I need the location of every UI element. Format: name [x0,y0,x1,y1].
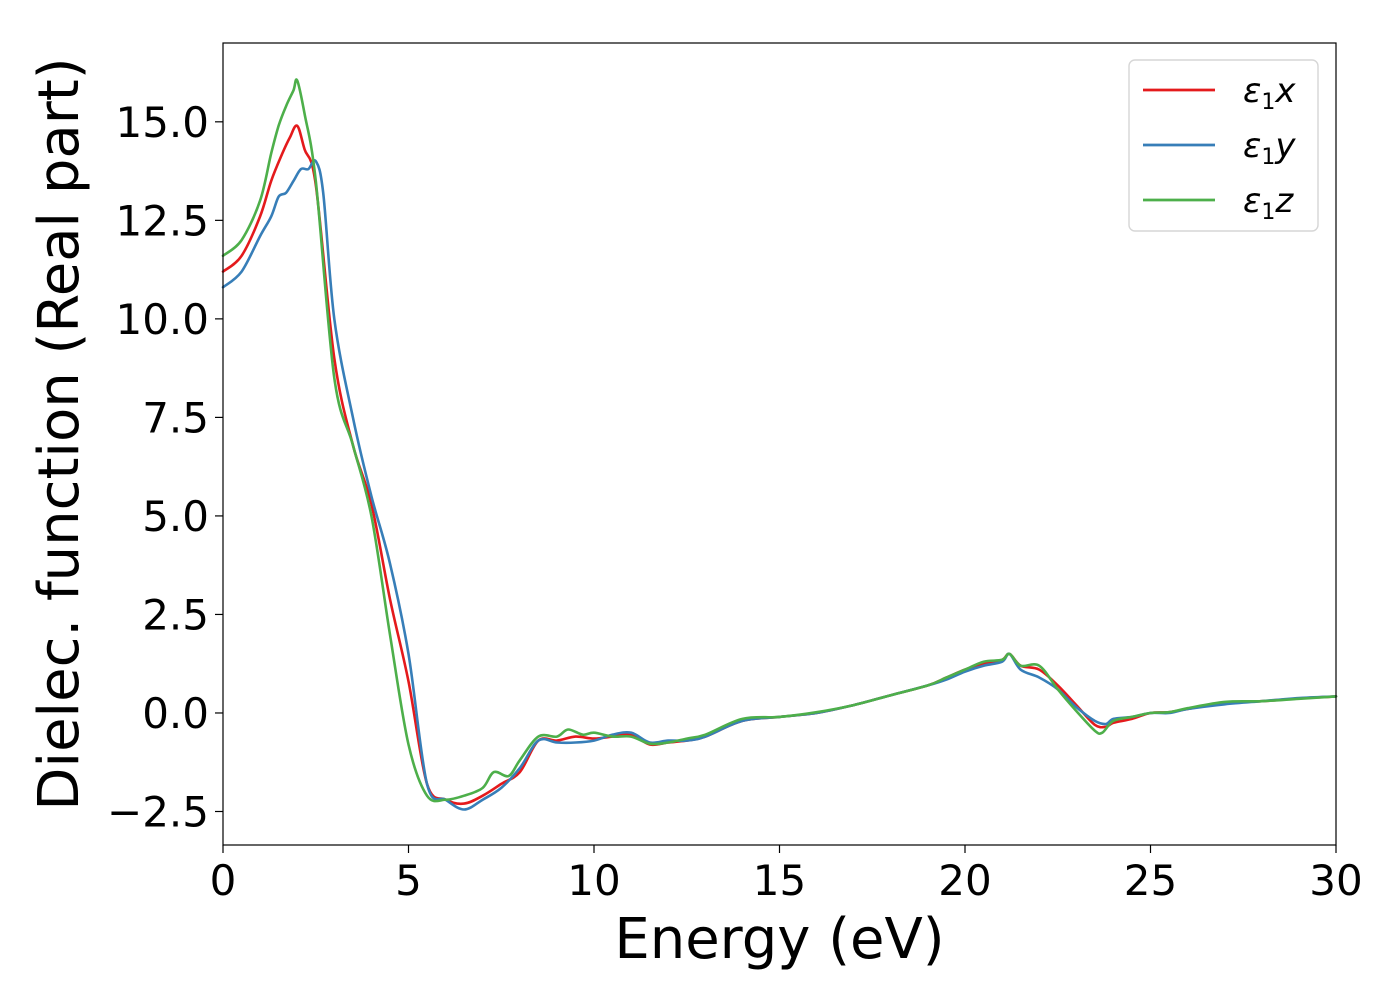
y-axis-title: Dielec. function (Real part) [27,57,92,810]
x-axis: 0 5 10 15 20 25 30 [210,845,1363,905]
x-tick-label: 0 [210,856,237,905]
x-tick-label: 30 [1309,856,1362,905]
y-tick-label: 7.5 [142,393,209,442]
y-tick-label: 5.0 [142,492,209,541]
legend-label-y: ε1y [1243,126,1296,170]
x-tick-label: 5 [395,856,422,905]
x-tick-label: 25 [1124,856,1177,905]
x-tick-label: 20 [938,856,991,905]
x-axis-title: Energy (eV) [614,907,944,972]
legend-box [1128,59,1319,232]
y-tick-label: 15.0 [115,98,209,147]
legend: ε1x ε1y ε1z [1128,59,1319,232]
series-line-y [221,159,1338,811]
y-tick-label: 2.5 [142,590,209,639]
legend-label-z: ε1z [1243,181,1294,225]
y-tick-label: 12.5 [115,196,209,245]
series-layer [221,78,1338,811]
y-tick-label: −2.5 [107,788,209,837]
y-tick-label: 10.0 [115,295,209,344]
x-tick-label: 10 [567,856,620,905]
x-tick-label: 15 [753,856,806,905]
series-line-z [221,78,1338,803]
legend-label-x: ε1x [1243,71,1296,115]
y-axis: −2.5 0.0 2.5 5.0 7.5 10.0 12.5 15.0 [107,98,223,837]
y-tick-label: 0.0 [142,689,209,738]
